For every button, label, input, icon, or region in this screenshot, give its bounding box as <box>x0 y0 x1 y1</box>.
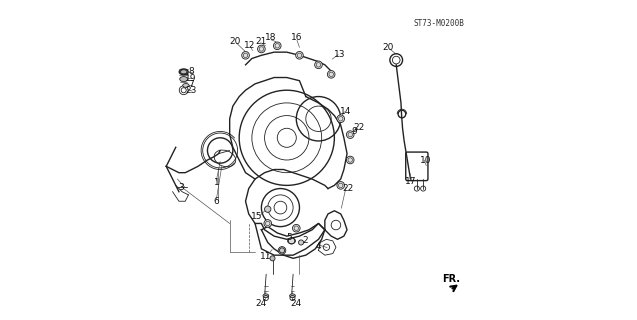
Text: 20: 20 <box>229 37 241 46</box>
Text: 16: 16 <box>291 33 303 42</box>
Text: 17: 17 <box>404 177 416 186</box>
Circle shape <box>270 256 275 261</box>
Ellipse shape <box>183 84 189 87</box>
Text: 24: 24 <box>290 299 301 308</box>
Text: 7: 7 <box>188 80 194 89</box>
Ellipse shape <box>180 76 188 82</box>
Circle shape <box>264 220 271 227</box>
Circle shape <box>278 247 286 254</box>
Circle shape <box>241 52 249 59</box>
Circle shape <box>299 240 304 245</box>
Text: 10: 10 <box>420 156 431 164</box>
Circle shape <box>347 131 354 139</box>
Ellipse shape <box>179 69 188 75</box>
Text: 22: 22 <box>342 184 354 193</box>
Ellipse shape <box>263 294 269 298</box>
Circle shape <box>337 115 345 123</box>
Text: 5: 5 <box>287 233 292 242</box>
Text: 20: 20 <box>383 43 394 52</box>
Text: 8: 8 <box>188 67 194 76</box>
Circle shape <box>264 206 271 212</box>
Ellipse shape <box>287 238 296 244</box>
Circle shape <box>337 181 345 189</box>
Text: 13: 13 <box>334 50 345 59</box>
Circle shape <box>296 52 303 59</box>
Text: 11: 11 <box>259 252 271 260</box>
Text: 12: 12 <box>244 41 255 50</box>
Text: ST73-M0200B: ST73-M0200B <box>413 19 464 28</box>
Circle shape <box>347 156 354 164</box>
Text: 4: 4 <box>315 242 321 251</box>
Ellipse shape <box>290 294 296 298</box>
Text: 9: 9 <box>352 127 357 136</box>
Text: 24: 24 <box>256 299 267 308</box>
Text: 19: 19 <box>185 74 197 83</box>
Text: 18: 18 <box>264 33 276 42</box>
Text: FR.: FR. <box>442 274 460 284</box>
Text: 2: 2 <box>303 236 308 245</box>
Circle shape <box>292 224 300 232</box>
Text: 14: 14 <box>340 107 352 116</box>
Text: 1: 1 <box>213 178 219 187</box>
Text: 21: 21 <box>255 36 266 45</box>
Circle shape <box>327 70 335 78</box>
Circle shape <box>273 42 281 50</box>
Circle shape <box>315 61 322 69</box>
Text: 6: 6 <box>213 197 219 206</box>
Text: 3: 3 <box>178 183 184 192</box>
Text: 22: 22 <box>353 123 364 132</box>
Text: 23: 23 <box>185 86 197 95</box>
Circle shape <box>257 45 265 53</box>
Text: 15: 15 <box>251 212 262 221</box>
